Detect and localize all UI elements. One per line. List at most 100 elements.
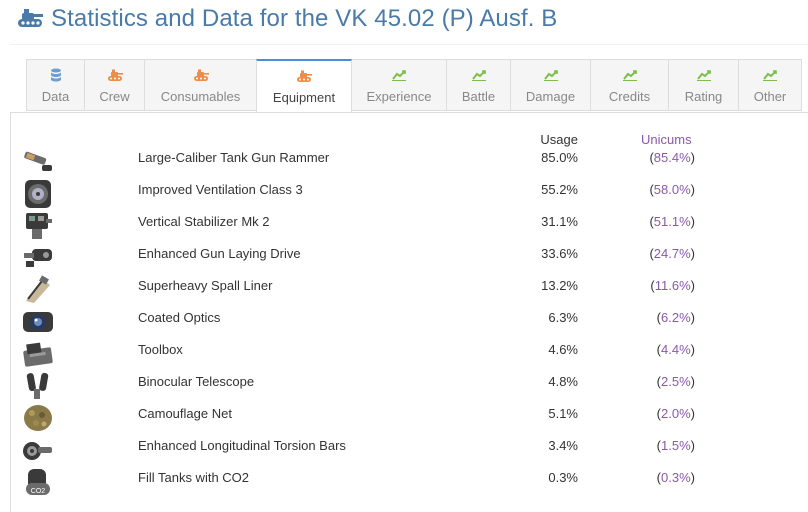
unicums-value: (2.0%) [656, 406, 695, 421]
tank-icon [15, 4, 45, 34]
unicums-value: (24.7%) [649, 246, 695, 261]
tab-label: Damage [525, 89, 576, 104]
table-row: Toolbox 4.6% (4.4%) [0, 337, 808, 369]
usage-value: 13.2% [541, 278, 578, 293]
tab-label: Battle [461, 89, 496, 104]
tab-equipment[interactable]: Equipment [256, 59, 352, 113]
co2-icon: CO2 [22, 467, 54, 497]
table-row: Camouflage Net 5.1% (2.0%) [0, 401, 808, 433]
tab-bar: Data Crew Consumables Equipment Experience Ba… [26, 59, 802, 113]
tab-battle[interactable]: Battle [446, 59, 510, 111]
usage-value: 55.2% [541, 182, 578, 197]
header-divider [10, 44, 808, 45]
usage-value: 85.0% [541, 150, 578, 165]
equipment-name: Improved Ventilation Class 3 [138, 182, 303, 197]
tab-other[interactable]: Other [738, 59, 802, 111]
table-row: Enhanced Longitudinal Torsion Bars 3.4% (1… [0, 433, 808, 465]
equipment-name: Fill Tanks with CO2 [138, 470, 250, 485]
usage-value: 3.4% [548, 438, 578, 453]
torsion-bars-icon [22, 435, 54, 465]
unicums-percent: 51.1% [653, 214, 691, 229]
tab-credits[interactable]: Credits [590, 59, 668, 111]
camo-net-icon [22, 403, 54, 433]
equipment-name: Enhanced Gun Laying Drive [138, 246, 301, 261]
tab-label: Equipment [272, 90, 336, 105]
usage-value: 4.6% [548, 342, 578, 357]
table-row: Enhanced Gun Laying Drive 33.6% (24.7%) [0, 241, 808, 273]
tab-label: Consumables [160, 89, 241, 104]
unicums-percent: 85.4% [653, 150, 691, 165]
page-title: Statistics and Data for the VK 45.02 (P)… [51, 5, 558, 32]
database-icon [50, 67, 62, 83]
unicums-percent: 24.7% [653, 246, 691, 261]
ventilation-icon [22, 179, 54, 209]
tab-label: Other [753, 89, 787, 104]
tab-label: Rating [684, 89, 723, 104]
unicums-value: (85.4%) [649, 150, 695, 165]
spall-liner-icon [22, 275, 54, 305]
tab-label: Credits [608, 89, 651, 104]
equipment-name: Large-Caliber Tank Gun Rammer [138, 150, 330, 165]
tab-rating[interactable]: Rating [668, 59, 738, 111]
equipment-name: Superheavy Spall Liner [138, 278, 273, 293]
page-header: Statistics and Data for the VK 45.02 (P)… [15, 2, 557, 36]
table-row: CO2 Fill Tanks with CO2 0.3% (0.3%) [0, 465, 808, 497]
rammer-icon [22, 147, 54, 177]
binocular-icon [22, 371, 54, 401]
tab-label: Data [41, 89, 70, 104]
optics-icon [22, 307, 54, 337]
equipment-name: Vertical Stabilizer Mk 2 [138, 214, 270, 229]
usage-value: 33.6% [541, 246, 578, 261]
unicums-percent: 2.0% [661, 406, 691, 421]
equipment-name: Camouflage Net [138, 406, 232, 421]
unicums-percent: 4.4% [661, 342, 691, 357]
unicums-percent: 0.3% [661, 470, 691, 485]
unicums-value: (58.0%) [649, 182, 695, 197]
usage-value: 0.3% [548, 470, 578, 485]
tank-icon [296, 68, 312, 84]
unicums-percent: 58.0% [653, 182, 691, 197]
equipment-name: Enhanced Longitudinal Torsion Bars [138, 438, 346, 453]
svg-text:CO2: CO2 [31, 488, 46, 495]
gun-laying-drive-icon [22, 243, 54, 273]
panel-top-border [10, 112, 808, 113]
usage-value: 4.8% [548, 374, 578, 389]
tab-crew[interactable]: Crew [84, 59, 144, 111]
table-row: Coated Optics 6.3% (6.2%) [0, 305, 808, 337]
toolbox-icon [22, 339, 54, 369]
unicums-column-header[interactable]: Unicums [641, 132, 692, 147]
unicums-value: (1.5%) [656, 438, 695, 453]
tab-consumables[interactable]: Consumables [144, 59, 256, 111]
trend-icon [543, 67, 558, 83]
unicums-percent: 2.5% [661, 374, 691, 389]
tank-icon [193, 67, 209, 83]
table-row: Improved Ventilation Class 3 55.2% (58.0%) [0, 177, 808, 209]
tab-damage[interactable]: Damage [510, 59, 590, 111]
unicums-value: (4.4%) [656, 342, 695, 357]
tab-data[interactable]: Data [26, 59, 84, 111]
unicums-value: (2.5%) [656, 374, 695, 389]
usage-value: 5.1% [548, 406, 578, 421]
tab-experience[interactable]: Experience [352, 59, 446, 111]
tab-label: Crew [99, 89, 130, 104]
unicums-percent: 6.2% [661, 310, 691, 325]
trend-icon [392, 67, 406, 83]
unicums-percent: 1.5% [661, 438, 691, 453]
unicums-value: (6.2%) [656, 310, 695, 325]
usage-value: 31.1% [541, 214, 578, 229]
trend-icon [622, 67, 637, 83]
trend-icon [471, 67, 486, 83]
equipment-name: Toolbox [138, 342, 183, 357]
table-row: Binocular Telescope 4.8% (2.5%) [0, 369, 808, 401]
trend-icon [763, 67, 777, 83]
unicums-percent: 11.6% [654, 278, 691, 293]
tank-icon [107, 67, 123, 83]
table-row: Vertical Stabilizer Mk 2 31.1% (51.1%) [0, 209, 808, 241]
tab-label: Experience [366, 89, 432, 104]
trend-icon [696, 67, 711, 83]
unicums-value: (51.1%) [649, 214, 695, 229]
equipment-name: Coated Optics [138, 310, 221, 325]
panel-left-border [10, 112, 11, 512]
table-row: Superheavy Spall Liner 13.2% (11.6%) [0, 273, 808, 305]
usage-column-header: Usage [540, 132, 578, 147]
